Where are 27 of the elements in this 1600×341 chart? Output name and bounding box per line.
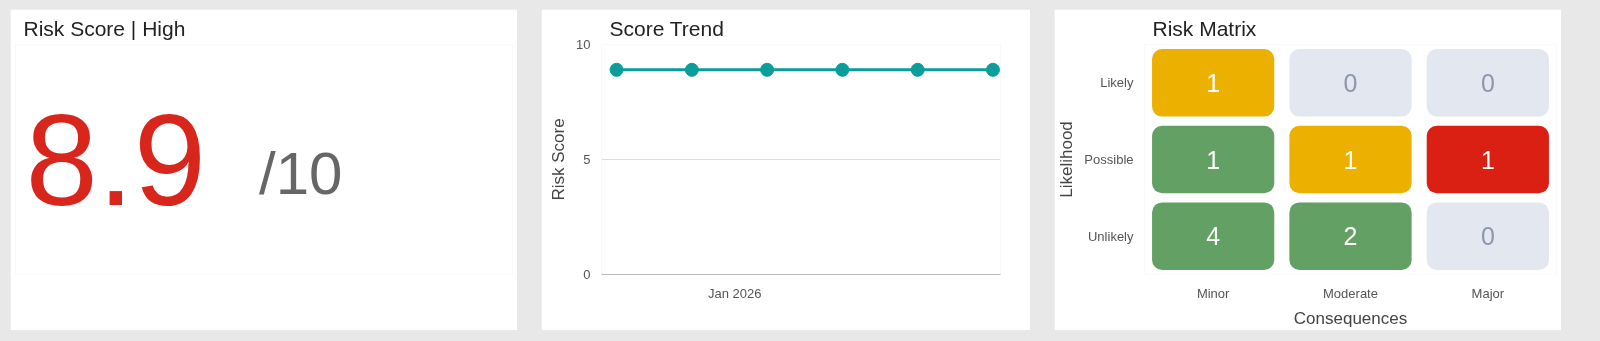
data-label: 4 <box>1206 222 1221 251</box>
x-tick-label: Minor <box>1196 285 1231 301</box>
data-label: 1 <box>1343 145 1358 174</box>
data-label: 2 <box>1343 222 1358 251</box>
text: /10 <box>259 139 343 207</box>
chart-title: Risk Matrix <box>1152 16 1257 40</box>
data-label: 8.9 <box>25 86 207 233</box>
text: Jan 2026 <box>708 285 762 301</box>
data-label: 0 <box>1480 68 1495 97</box>
x-axis-title: Consequences <box>1293 308 1408 328</box>
data-label: 1 <box>1206 68 1221 97</box>
y-axis-title: Likelihood <box>1057 121 1077 198</box>
data-label: 1 <box>1480 145 1495 174</box>
y-tick-label: 5 <box>583 152 591 167</box>
x-tick-label: Major <box>1471 285 1505 301</box>
text: Risk Score | High <box>23 16 186 40</box>
data-label: 0 <box>1343 68 1358 97</box>
data-label: 0 <box>1480 222 1495 251</box>
y-tick-label: 10 <box>576 37 591 52</box>
data-label: 1 <box>1206 145 1221 174</box>
chart-title: Score Trend <box>609 16 724 40</box>
y-tick-label: Likely <box>1100 75 1134 91</box>
x-tick-label: Moderate <box>1323 285 1378 301</box>
y-tick-label: 0 <box>583 267 591 282</box>
y-tick-label: Unlikely <box>1087 228 1134 244</box>
y-axis-title: Risk Score <box>549 118 569 201</box>
y-tick-label: Possible <box>1084 152 1134 167</box>
